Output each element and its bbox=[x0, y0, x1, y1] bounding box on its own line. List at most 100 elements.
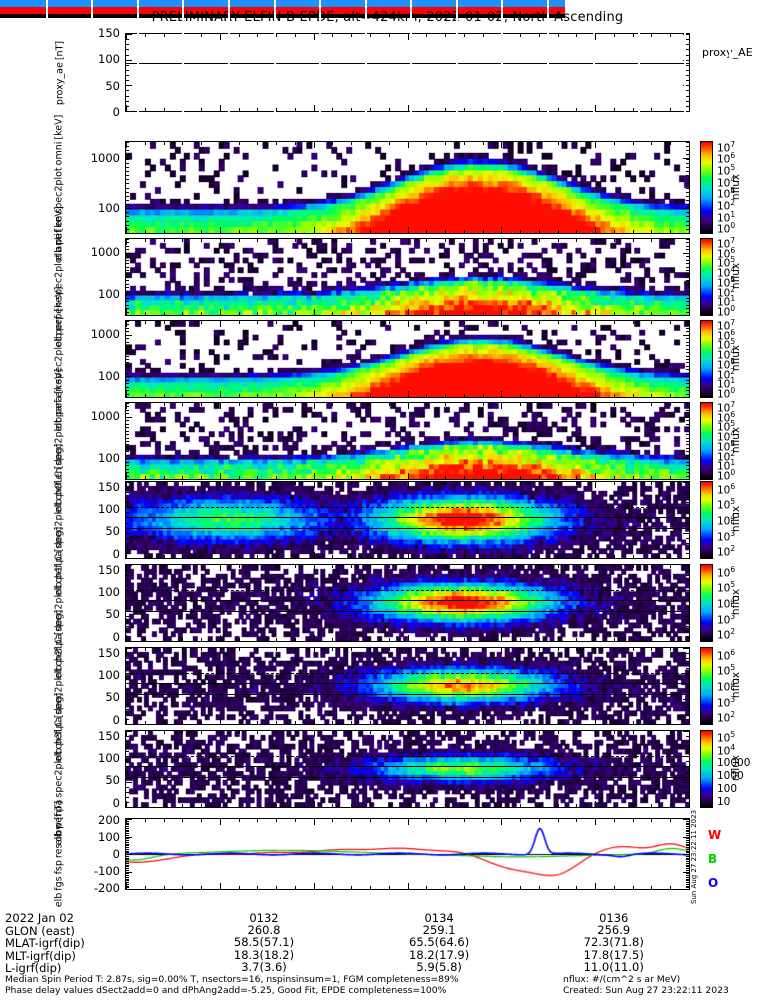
axis-tick-x bbox=[613, 731, 615, 734]
loss-cone-line-1 bbox=[126, 693, 689, 695]
axis-tick-x bbox=[670, 312, 672, 315]
axis-tick-x bbox=[407, 239, 409, 245]
axis-tick-x bbox=[557, 476, 559, 479]
axis-tick-x bbox=[182, 638, 184, 641]
axis-tick-x bbox=[332, 394, 334, 397]
axis-tick-x bbox=[670, 565, 672, 568]
axis-tick-minor bbox=[686, 403, 689, 404]
axis-tick-minor bbox=[686, 341, 689, 343]
axis-tick-x bbox=[144, 312, 146, 315]
axis-tick-x bbox=[257, 108, 259, 111]
axis-tick-x bbox=[182, 321, 184, 324]
axis-tick-x bbox=[369, 394, 371, 397]
axis-tick-x bbox=[482, 230, 484, 233]
axis-tick-x bbox=[144, 142, 146, 145]
axis-tick-x bbox=[332, 108, 334, 111]
axis-tick-x bbox=[388, 886, 390, 889]
axis-tick-minor bbox=[686, 736, 689, 738]
axis-tick-x bbox=[501, 239, 503, 245]
axis-tick-x bbox=[482, 394, 484, 397]
axis-label-text: proxy_ae [nT] bbox=[55, 40, 66, 104]
axis-tick-minor bbox=[126, 882, 129, 883]
axis-tick-x bbox=[369, 403, 371, 406]
axis-tick-x bbox=[501, 718, 503, 724]
colorbar-tick-label: 102 bbox=[717, 626, 736, 642]
axis-tick-x bbox=[445, 230, 447, 233]
axis-tick-minor bbox=[686, 179, 689, 181]
colorbar-title: nflux bbox=[730, 754, 742, 782]
axis-tick-minor bbox=[686, 862, 689, 864]
axis-tick-x bbox=[501, 227, 503, 233]
axis-tick-minor bbox=[686, 653, 689, 655]
axis-tick-x bbox=[632, 804, 634, 807]
axis-tick-minor bbox=[126, 183, 129, 185]
axis-tick-minor bbox=[686, 355, 689, 357]
axis-tick-x bbox=[613, 721, 615, 724]
loss-cone-dashed-line bbox=[126, 590, 689, 592]
axis-tick-minor bbox=[126, 311, 129, 313]
axis-tick-minor bbox=[126, 620, 129, 622]
axis-tick-minor bbox=[686, 836, 689, 838]
axis-tick-x bbox=[163, 648, 165, 651]
axis-tick-minor bbox=[686, 409, 689, 411]
x-axis-column-2: 0136 256.9 72.3(71.8) 17.8(17.5) 11.0(11… bbox=[583, 911, 644, 974]
axis-tick-minor bbox=[126, 663, 129, 665]
axis-tick-minor bbox=[686, 532, 689, 534]
axis-tick-x bbox=[332, 555, 334, 558]
axis-tick-minor bbox=[126, 873, 129, 875]
spectrogram-canvas bbox=[126, 731, 689, 807]
axis-tick-minor bbox=[126, 580, 129, 582]
axis-tick-x bbox=[219, 227, 221, 233]
axis-tick-minor bbox=[686, 827, 689, 829]
axis-tick-x bbox=[520, 34, 522, 37]
axis-tick-x bbox=[595, 565, 597, 571]
axis-tick-x bbox=[613, 239, 615, 242]
axis-tick-x bbox=[182, 648, 184, 651]
axis-tick-x bbox=[126, 321, 127, 327]
axis-tick-x bbox=[595, 309, 597, 315]
loss-cone-dashed-line bbox=[126, 673, 689, 675]
axis-tick-x bbox=[445, 482, 447, 485]
axis-tick-x bbox=[126, 883, 127, 889]
colorbar-gradient bbox=[701, 482, 712, 558]
axis-tick-x bbox=[445, 731, 447, 734]
axis-tick-minor bbox=[686, 437, 689, 439]
axis-tick-x bbox=[557, 34, 559, 37]
axis-tick-x bbox=[670, 394, 672, 397]
axis-tick-x bbox=[613, 886, 615, 889]
axis-tick-x bbox=[276, 648, 278, 651]
axis-tick-x bbox=[182, 403, 184, 406]
axis-tick-minor bbox=[686, 472, 689, 474]
axis-tick-minor bbox=[126, 242, 129, 244]
axis-tick-x bbox=[520, 819, 522, 822]
axis-tick-minor bbox=[126, 142, 129, 143]
axis-tick-minor bbox=[126, 468, 129, 470]
axis-tick-x bbox=[445, 403, 447, 406]
axis-tick-x bbox=[463, 230, 465, 233]
colorbar-tick-label: 10 bbox=[717, 795, 731, 808]
axis-tick-minor bbox=[686, 352, 689, 354]
axis-tick-minor bbox=[126, 170, 129, 172]
proxy-ae-trace bbox=[126, 62, 689, 64]
y-tick-label: 100 bbox=[98, 829, 120, 844]
axis-tick-minor bbox=[686, 866, 689, 868]
axis-tick-x bbox=[520, 804, 522, 807]
colorbar-tick-label: 105 bbox=[717, 663, 736, 678]
fgm-legend-O: O bbox=[708, 876, 719, 890]
axis-tick-x bbox=[351, 648, 353, 651]
axis-tick-minor bbox=[686, 693, 689, 695]
axis-tick-x bbox=[463, 648, 465, 651]
axis-tick-x bbox=[538, 648, 540, 651]
axis-tick-minor bbox=[126, 420, 129, 422]
axis-tick-x bbox=[369, 648, 371, 651]
axis-tick-minor bbox=[126, 239, 129, 240]
axis-tick-minor bbox=[686, 746, 689, 748]
y-tick-label: 0 bbox=[112, 847, 120, 861]
axis-tick-x bbox=[520, 482, 522, 485]
axis-tick-minor bbox=[126, 390, 129, 392]
proxy-ae-right-label: proxy_AE bbox=[702, 46, 753, 59]
axis-tick-x bbox=[482, 731, 484, 734]
axis-tick-minor bbox=[686, 512, 689, 514]
axis-tick-minor bbox=[686, 527, 689, 529]
axis-tick-minor bbox=[686, 756, 689, 758]
